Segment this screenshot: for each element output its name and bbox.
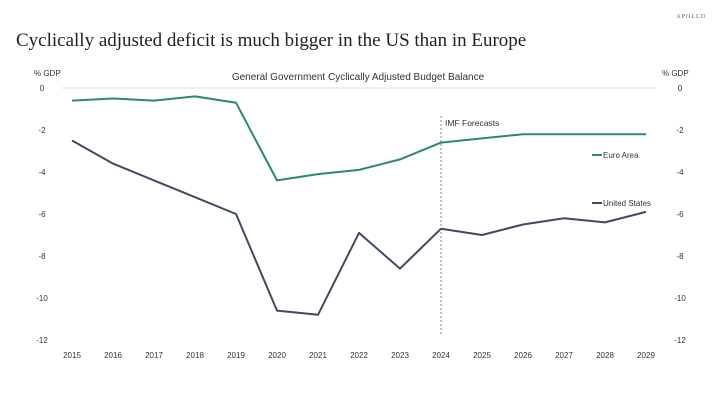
x-tick-label: 2029 [637,351,655,360]
y-tick-label-left: -6 [38,210,46,219]
forecast-label: IMF Forecasts [445,118,499,128]
y-tick-label-right: -2 [676,126,684,135]
y-tick-label-right: -6 [676,210,684,219]
x-tick-label: 2023 [391,351,409,360]
x-tick-label: 2020 [268,351,286,360]
series-line-us [71,139,647,316]
x-tick-label: 2016 [104,351,122,360]
page-title: Cyclically adjusted deficit is much bigg… [16,30,527,51]
y-axis-label-right: % GDP [662,69,689,78]
y-tick-label-right: 0 [678,84,683,93]
brand-logo: APOLLO [676,14,706,20]
y-tick-label-right: -4 [676,168,684,177]
x-tick-label: 2028 [596,351,614,360]
y-tick-label-left: -4 [38,168,46,177]
y-tick-label-left: 0 [40,84,45,93]
y-tick-label-left: -8 [38,252,46,261]
chart-title: General Government Cyclically Adjusted B… [232,72,485,83]
x-tick-label: 2024 [432,351,450,360]
y-tick-label-right: -12 [674,336,686,345]
legend-label: United States [603,199,651,208]
x-tick-label: 2018 [186,351,204,360]
y-tick-label-left: -12 [36,336,48,345]
legend-label: Euro Area [603,151,639,160]
series-line-euro [71,95,646,182]
y-tick-label-left: -2 [38,126,46,135]
x-tick-label: 2026 [514,351,532,360]
y-tick-label-left: -10 [36,294,48,303]
y-tick-label-right: -8 [676,252,684,261]
x-tick-label: 2015 [63,351,81,360]
x-tick-label: 2019 [227,351,245,360]
y-tick-label-right: -10 [674,294,686,303]
y-axis-label-left: % GDP [34,69,61,78]
x-tick-label: 2017 [145,351,163,360]
x-tick-label: 2021 [309,351,327,360]
x-tick-label: 2025 [473,351,491,360]
x-tick-label: 2027 [555,351,573,360]
x-tick-label: 2022 [350,351,368,360]
